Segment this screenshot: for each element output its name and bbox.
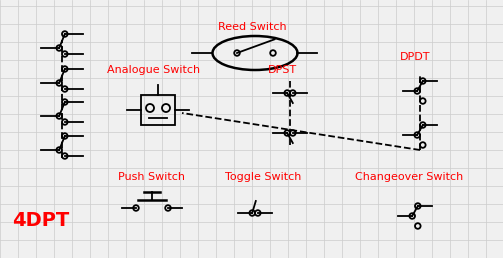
Text: Analogue Switch: Analogue Switch <box>107 65 200 75</box>
Text: Reed Switch: Reed Switch <box>218 22 287 32</box>
Text: Toggle Switch: Toggle Switch <box>225 172 301 182</box>
Text: Push Switch: Push Switch <box>118 172 185 182</box>
Bar <box>141 95 175 125</box>
Text: Changeover Switch: Changeover Switch <box>355 172 463 182</box>
Text: DPDT: DPDT <box>400 52 431 62</box>
Text: DPST: DPST <box>268 65 297 75</box>
Text: 4DPT: 4DPT <box>12 211 69 230</box>
